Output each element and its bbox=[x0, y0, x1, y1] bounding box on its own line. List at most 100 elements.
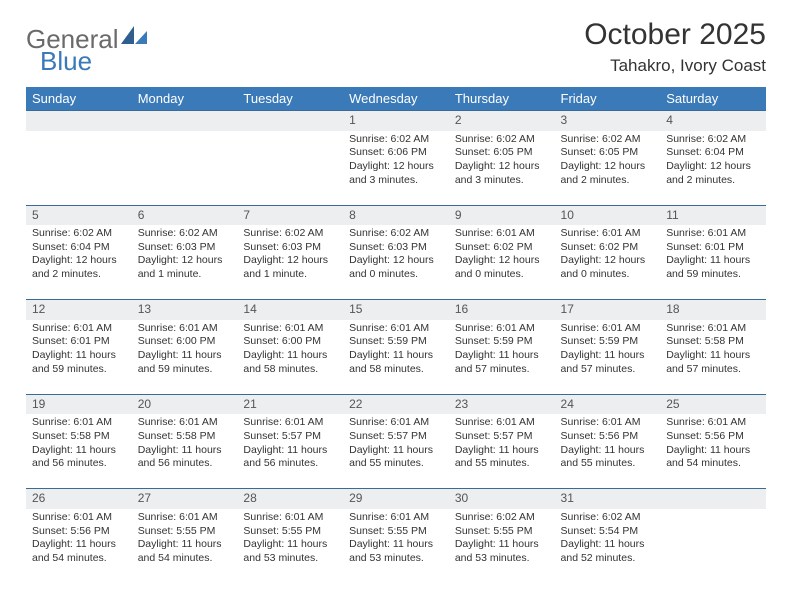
sunrise-text: Sunrise: 6:01 AM bbox=[138, 511, 232, 525]
day-cell: Sunrise: 6:01 AMSunset: 6:00 PMDaylight:… bbox=[237, 320, 343, 395]
sunset-text: Sunset: 6:01 PM bbox=[666, 241, 760, 255]
day-number: 24 bbox=[555, 394, 661, 414]
day-number: 2 bbox=[449, 111, 555, 131]
sunset-text: Sunset: 6:04 PM bbox=[666, 146, 760, 160]
day-number: 6 bbox=[132, 205, 238, 225]
sunrise-text: Sunrise: 6:02 AM bbox=[455, 133, 549, 147]
sunset-text: Sunset: 5:57 PM bbox=[455, 430, 549, 444]
sunrise-text: Sunrise: 6:02 AM bbox=[349, 227, 443, 241]
daylight-text: Daylight: 11 hours and 57 minutes. bbox=[666, 349, 760, 376]
day-cell: Sunrise: 6:01 AMSunset: 5:57 PMDaylight:… bbox=[237, 414, 343, 489]
day-number: 23 bbox=[449, 394, 555, 414]
sunrise-text: Sunrise: 6:01 AM bbox=[561, 322, 655, 336]
weekday-header: Friday bbox=[555, 87, 661, 111]
day-cell: Sunrise: 6:01 AMSunset: 5:56 PMDaylight:… bbox=[555, 414, 661, 489]
sunrise-text: Sunrise: 6:01 AM bbox=[32, 511, 126, 525]
sunrise-text: Sunrise: 6:02 AM bbox=[138, 227, 232, 241]
daylight-text: Daylight: 11 hours and 53 minutes. bbox=[455, 538, 549, 565]
day-number: 12 bbox=[26, 300, 132, 320]
day-number: 31 bbox=[555, 489, 661, 509]
day-cell: Sunrise: 6:01 AMSunset: 5:55 PMDaylight:… bbox=[343, 509, 449, 583]
sunrise-text: Sunrise: 6:01 AM bbox=[349, 416, 443, 430]
daylight-text: Daylight: 11 hours and 55 minutes. bbox=[455, 444, 549, 471]
day-number: 8 bbox=[343, 205, 449, 225]
sunrise-text: Sunrise: 6:01 AM bbox=[243, 511, 337, 525]
day-number: 15 bbox=[343, 300, 449, 320]
day-cell: Sunrise: 6:02 AMSunset: 6:06 PMDaylight:… bbox=[343, 131, 449, 206]
sunset-text: Sunset: 5:59 PM bbox=[349, 335, 443, 349]
day-cell bbox=[132, 131, 238, 206]
day-number: 1 bbox=[343, 111, 449, 131]
info-row: Sunrise: 6:02 AMSunset: 6:06 PMDaylight:… bbox=[26, 131, 766, 206]
daylight-text: Daylight: 11 hours and 58 minutes. bbox=[243, 349, 337, 376]
daylight-text: Daylight: 11 hours and 58 minutes. bbox=[349, 349, 443, 376]
day-number: 27 bbox=[132, 489, 238, 509]
daynum-row: 12131415161718 bbox=[26, 300, 766, 320]
sunset-text: Sunset: 5:55 PM bbox=[455, 525, 549, 539]
day-cell: Sunrise: 6:02 AMSunset: 6:05 PMDaylight:… bbox=[555, 131, 661, 206]
info-row: Sunrise: 6:01 AM Sunset: 6:01 PM Daylight:… bbox=[26, 320, 766, 395]
day-cell: Sunrise: 6:01 AMSunset: 5:58 PMDaylight:… bbox=[26, 414, 132, 489]
sunset-text: Sunset: 5:59 PM bbox=[455, 335, 549, 349]
day-cell bbox=[26, 131, 132, 206]
daylight-text: Daylight: 12 hours and 3 minutes. bbox=[349, 160, 443, 187]
day-cell: Sunrise: 6:01 AMSunset: 6:02 PMDaylight:… bbox=[449, 225, 555, 300]
day-number bbox=[237, 111, 343, 131]
info-row: Sunrise: 6:01 AMSunset: 5:56 PMDaylight:… bbox=[26, 509, 766, 583]
day-cell: Sunrise: 6:01 AMSunset: 5:59 PMDaylight:… bbox=[449, 320, 555, 395]
sunset-text: Sunset: 6:01 PM bbox=[32, 335, 126, 349]
daylight-text: Daylight: 11 hours and 57 minutes. bbox=[455, 349, 549, 376]
sunrise-text: Sunrise: 6:02 AM bbox=[561, 133, 655, 147]
day-cell: Sunrise: 6:01 AMSunset: 5:58 PMDaylight:… bbox=[132, 414, 238, 489]
day-cell: Sunrise: 6:01 AMSunset: 5:59 PMDaylight:… bbox=[343, 320, 449, 395]
day-number: 7 bbox=[237, 205, 343, 225]
daynum-row: 19202122232425 bbox=[26, 394, 766, 414]
sunset-text: Sunset: 5:55 PM bbox=[349, 525, 443, 539]
day-number bbox=[132, 111, 238, 131]
location-label: Tahakro, Ivory Coast bbox=[584, 56, 766, 76]
daylight-text: Daylight: 11 hours and 54 minutes. bbox=[32, 538, 126, 565]
sunrise-text: Sunrise: 6:01 AM bbox=[561, 227, 655, 241]
weekday-header: Wednesday bbox=[343, 87, 449, 111]
sunrise-text: Sunrise: 6:01 AM bbox=[561, 416, 655, 430]
sunset-text: Sunset: 6:00 PM bbox=[138, 335, 232, 349]
day-cell: Sunrise: 6:01 AMSunset: 5:55 PMDaylight:… bbox=[132, 509, 238, 583]
day-cell: Sunrise: 6:01 AMSunset: 5:55 PMDaylight:… bbox=[237, 509, 343, 583]
day-number: 5 bbox=[26, 205, 132, 225]
day-cell: Sunrise: 6:01 AMSunset: 5:56 PMDaylight:… bbox=[26, 509, 132, 583]
daynum-row: 567891011 bbox=[26, 205, 766, 225]
sunrise-text: Sunrise: 6:01 AM bbox=[666, 227, 760, 241]
sunrise-text: Sunrise: 6:01 AM bbox=[666, 322, 760, 336]
day-number: 26 bbox=[26, 489, 132, 509]
sunset-text: Sunset: 5:58 PM bbox=[32, 430, 126, 444]
logo-sail-icon bbox=[121, 26, 147, 44]
day-cell: Sunrise: 6:01 AMSunset: 5:57 PMDaylight:… bbox=[343, 414, 449, 489]
day-cell: Sunrise: 6:01 AMSunset: 5:56 PMDaylight:… bbox=[660, 414, 766, 489]
day-cell: Sunrise: 6:01 AMSunset: 6:01 PMDaylight:… bbox=[660, 225, 766, 300]
sunset-text: Sunset: 5:58 PM bbox=[666, 335, 760, 349]
daylight-text: Daylight: 11 hours and 59 minutes. bbox=[138, 349, 232, 376]
day-number: 16 bbox=[449, 300, 555, 320]
sunset-text: Sunset: 5:58 PM bbox=[138, 430, 232, 444]
sunset-text: Sunset: 6:06 PM bbox=[349, 146, 443, 160]
daylight-text: Daylight: 12 hours and 2 minutes. bbox=[666, 160, 760, 187]
daylight-text: Daylight: 12 hours and 2 minutes. bbox=[32, 254, 126, 281]
day-number: 25 bbox=[660, 394, 766, 414]
sunrise-text: Sunrise: 6:01 AM bbox=[243, 416, 337, 430]
daylight-text: Daylight: 12 hours and 0 minutes. bbox=[349, 254, 443, 281]
day-cell: Sunrise: 6:01 AMSunset: 6:01 PMDaylight:… bbox=[26, 320, 132, 395]
day-number: 10 bbox=[555, 205, 661, 225]
day-cell: Sunrise: 6:01 AMSunset: 5:58 PMDaylight:… bbox=[660, 320, 766, 395]
day-number: 30 bbox=[449, 489, 555, 509]
day-cell: Sunrise: 6:02 AMSunset: 6:04 PMDaylight:… bbox=[660, 131, 766, 206]
day-number: 9 bbox=[449, 205, 555, 225]
daylight-text: Daylight: 12 hours and 2 minutes. bbox=[561, 160, 655, 187]
sunset-text: Sunset: 6:03 PM bbox=[349, 241, 443, 255]
sunset-text: Sunset: 6:03 PM bbox=[138, 241, 232, 255]
sunrise-text: Sunrise: 6:01 AM bbox=[138, 322, 232, 336]
sunset-text: Sunset: 6:04 PM bbox=[32, 241, 126, 255]
info-row: Sunrise: 6:01 AM Sunset: 5:58 PM Daylight:… bbox=[26, 414, 766, 489]
weekday-header: Monday bbox=[132, 87, 238, 111]
day-cell: Sunrise: 6:02 AMSunset: 6:03 PMDaylight:… bbox=[237, 225, 343, 300]
sunset-text: Sunset: 5:57 PM bbox=[243, 430, 337, 444]
